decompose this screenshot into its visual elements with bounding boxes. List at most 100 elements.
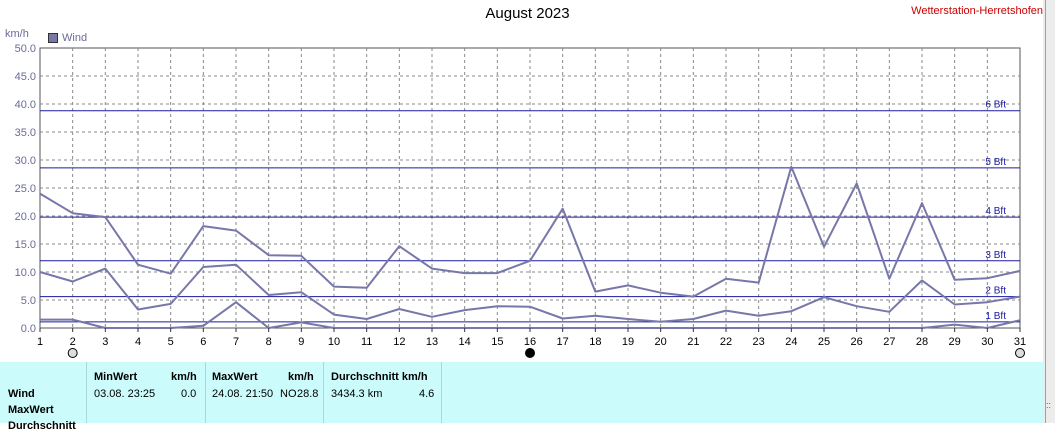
beaufort-label: 5 Bft <box>985 157 1006 168</box>
chart-title: August 2023 <box>485 5 570 22</box>
grid <box>39 47 1021 329</box>
data-point <box>953 303 956 306</box>
data-point <box>71 280 74 283</box>
window-edge-line <box>1045 0 1046 423</box>
separator <box>86 362 87 423</box>
data-point <box>953 323 956 326</box>
x-tick-label: 4 <box>135 336 141 348</box>
x-tick-label: 3 <box>102 336 108 348</box>
separator <box>205 362 206 423</box>
data-point <box>463 272 466 274</box>
data-point <box>267 294 270 296</box>
data-point <box>823 246 825 248</box>
x-tick-label: 1 <box>37 336 43 348</box>
x-tick-label: 14 <box>459 336 471 348</box>
x-tick-label: 28 <box>916 336 928 348</box>
station-name: Wetterstation-Herretshofen <box>911 5 1043 17</box>
data-point <box>39 271 41 273</box>
data-point <box>71 318 74 321</box>
x-tick-label: 8 <box>266 336 272 348</box>
y-tick-label: 35.0 <box>15 127 36 139</box>
data-point <box>431 316 433 318</box>
max-unit: km/h <box>288 371 314 383</box>
moon-markers <box>67 348 1025 358</box>
x-tick-label: 17 <box>557 336 569 348</box>
y-tick-label: 5.0 <box>21 295 36 307</box>
data-point <box>333 285 335 288</box>
legend: Wind <box>48 32 87 44</box>
x-tick-label: 27 <box>883 336 895 348</box>
data-point <box>1019 319 1021 321</box>
data-point <box>39 318 41 321</box>
data-point <box>725 309 727 312</box>
avg-distance: 3434.3 km <box>331 388 383 400</box>
x-tick-label: 19 <box>622 336 634 348</box>
data-point <box>104 216 107 218</box>
stats-panel: Wind MaxWert Durchschnitt MinWert km/h 0… <box>0 362 1043 432</box>
data-point <box>888 310 891 313</box>
data-point <box>692 318 695 320</box>
x-tick-label: 20 <box>655 336 667 348</box>
data-point <box>692 295 695 298</box>
data-point <box>333 313 335 316</box>
data-point <box>659 291 662 294</box>
x-tick-label: 7 <box>233 336 239 348</box>
min-unit: km/h <box>171 371 197 383</box>
data-point <box>300 254 303 257</box>
data-point <box>627 284 629 287</box>
data-point <box>39 192 41 195</box>
data-point <box>235 263 237 266</box>
data-point <box>202 324 205 327</box>
data-point <box>594 314 597 317</box>
data-point <box>790 165 793 168</box>
data-point <box>463 309 466 311</box>
x-tick-label: 25 <box>818 336 830 348</box>
x-tick-label: 24 <box>785 336 797 348</box>
avg-value: 4.6 <box>419 388 435 400</box>
data-point <box>529 260 531 262</box>
y-tick-label: 45.0 <box>15 71 36 83</box>
axes: 0.0 5.0 10.0 15.0 20.0 25.0 30.0 35.0 40.0 45.0 50… <box>15 43 1027 348</box>
y-axis-unit: km/h <box>5 28 29 40</box>
y-tick-label: 25.0 <box>15 183 36 195</box>
y-tick-label: 0.0 <box>21 323 36 335</box>
data-point <box>1019 295 1021 298</box>
data-point <box>953 279 956 281</box>
x-tick-label: 2 <box>70 336 76 348</box>
y-tick-label: 20.0 <box>15 211 36 223</box>
data-point <box>137 308 139 311</box>
scroll-indicator[interactable]: :: <box>1046 400 1052 410</box>
x-tick-label: 18 <box>589 336 601 348</box>
x-tick-label: 30 <box>981 336 993 348</box>
beaufort-label: 1 Bft <box>985 311 1006 322</box>
y-tick-label: 15.0 <box>15 239 36 251</box>
data-point <box>627 318 629 320</box>
x-tick-label: 21 <box>687 336 699 348</box>
data-point <box>561 207 564 210</box>
x-tick-label: 31 <box>1014 336 1026 348</box>
data-point <box>300 291 303 293</box>
data-point <box>921 202 923 204</box>
y-tick-label: 30.0 <box>15 155 36 167</box>
data-point <box>137 263 139 266</box>
x-tick-label: 29 <box>949 336 961 348</box>
data-point <box>202 266 205 268</box>
x-tick-label: 23 <box>753 336 765 348</box>
y-tick-label: 40.0 <box>15 99 36 111</box>
data-point <box>561 317 564 320</box>
x-tick-label: 13 <box>426 336 438 348</box>
data-point <box>398 308 401 310</box>
row-label-durchschnitt: Durchschnitt <box>8 420 76 432</box>
wind-chart: 1 Bft 2 Bft 3 Bft 4 Bft 5 Bft 6 Bft 0.0 5.0 10.… <box>15 43 1027 358</box>
min-datetime: 03.08. 23:25 <box>94 388 156 400</box>
window-right-edge <box>1043 0 1055 423</box>
data-point <box>300 321 303 324</box>
data-point <box>986 301 989 304</box>
avg-header: Durchschnitt km/h <box>331 371 428 383</box>
max-direction: NO <box>280 388 297 400</box>
min-header: MinWert <box>94 371 138 383</box>
max-datetime: 24.08. 21:50 <box>212 388 274 400</box>
x-tick-label: 11 <box>361 336 372 348</box>
x-tick-label: 26 <box>851 336 863 348</box>
data-point <box>921 279 923 282</box>
